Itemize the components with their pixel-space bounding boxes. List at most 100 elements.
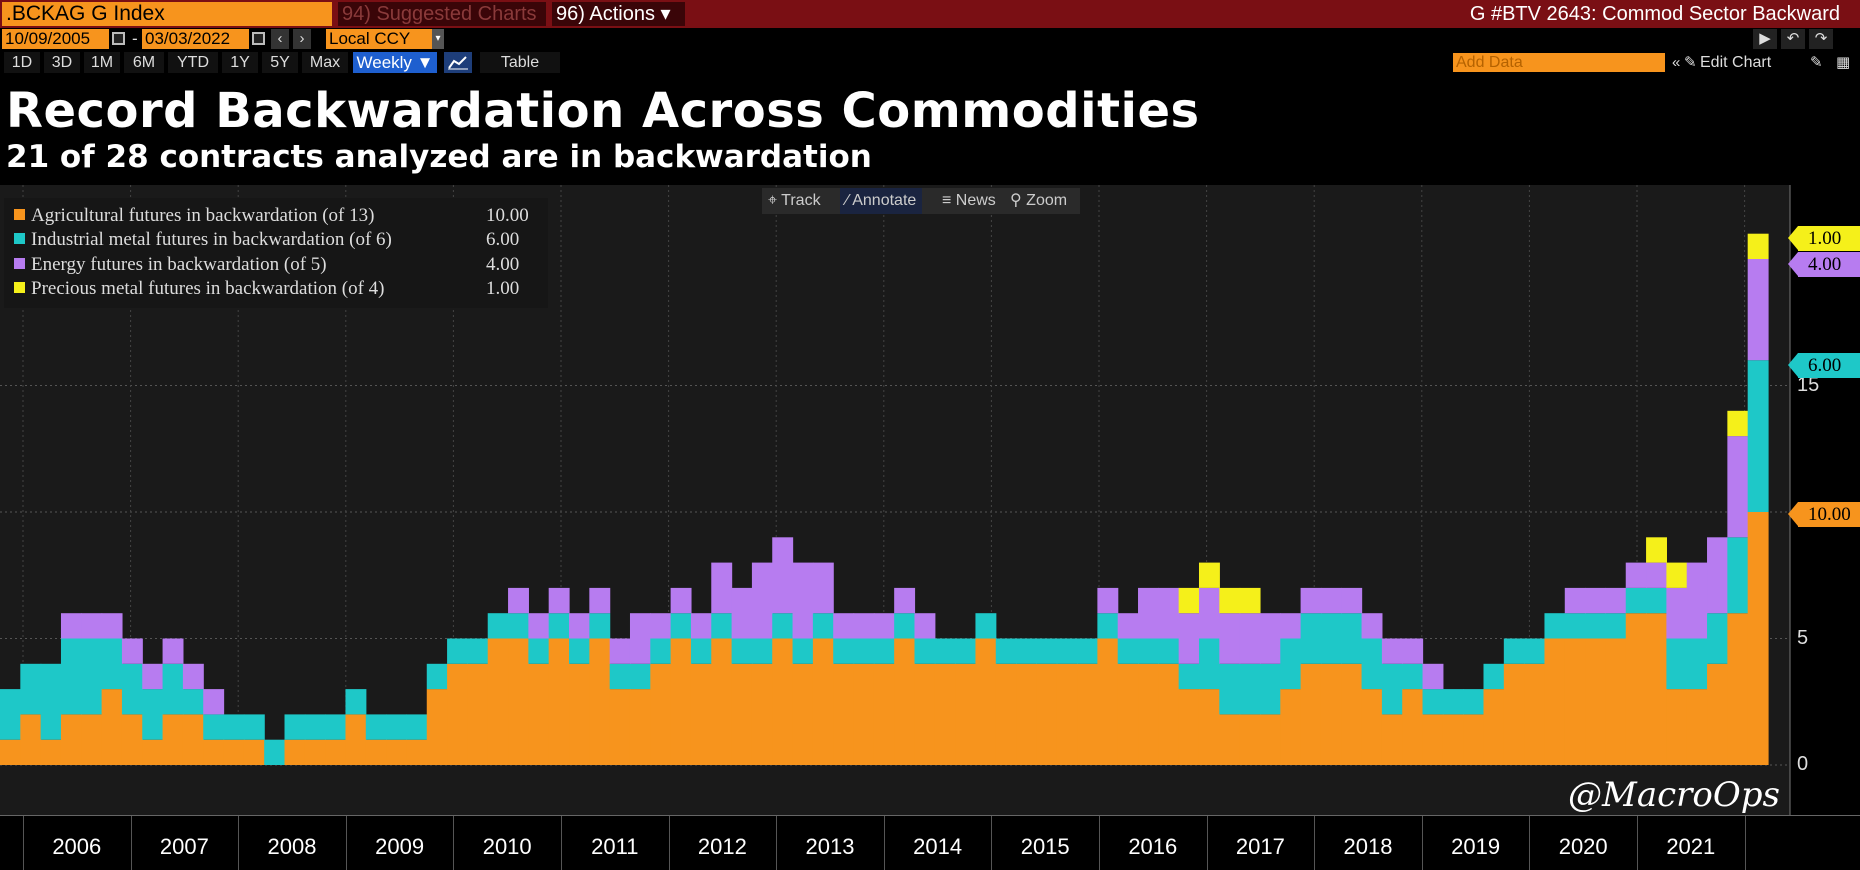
bar-industrial: [1016, 638, 1038, 664]
bar-agri: [1402, 689, 1424, 765]
bar-industrial: [833, 638, 855, 664]
bar-industrial: [589, 613, 611, 639]
edit-icon[interactable]: ✎: [1810, 54, 1823, 71]
bar-industrial: [1463, 689, 1485, 715]
undo-icon[interactable]: ↶: [1781, 29, 1805, 49]
chevron-left-icon[interactable]: ‹: [271, 29, 289, 49]
watermark: @MacroOps: [1568, 775, 1780, 815]
bar-agri: [1605, 638, 1627, 765]
bar-energy: [1198, 587, 1220, 639]
legend-item-precious: Precious metal futures in backwardation …: [14, 277, 385, 301]
bar-energy: [1117, 613, 1139, 639]
bar-energy: [1585, 587, 1607, 614]
range-6m-button[interactable]: 6M: [124, 52, 164, 73]
bar-agri: [812, 638, 834, 765]
start-date-input[interactable]: 10/09/2005: [2, 29, 109, 49]
bar-agri: [1280, 689, 1302, 765]
suggested-charts-button[interactable]: 94) Suggested Charts: [338, 2, 546, 26]
bar-agri: [894, 638, 916, 765]
collapse-icon[interactable]: «: [1672, 54, 1681, 71]
bar-industrial: [955, 638, 977, 664]
range-1y-button[interactable]: 1Y: [222, 52, 258, 73]
x-tick: [345, 816, 347, 870]
bar-agri: [325, 739, 347, 765]
x-tick: [1314, 816, 1316, 870]
currency-select[interactable]: Local CCY: [326, 29, 441, 49]
chevron-down-icon[interactable]: ▾: [432, 29, 444, 49]
bar-agri: [223, 739, 245, 765]
range-ytd-button[interactable]: YTD: [168, 52, 218, 73]
bar-industrial: [1422, 689, 1444, 715]
range-1d-button[interactable]: 1D: [4, 52, 40, 73]
bar-industrial: [508, 613, 529, 639]
calendar-icon[interactable]: [252, 32, 265, 45]
range-1m-button[interactable]: 1M: [84, 52, 120, 73]
play-icon[interactable]: ▶: [1753, 29, 1777, 49]
pencil-icon[interactable]: ✎: [1684, 54, 1697, 71]
bar-agri: [873, 663, 895, 765]
bar-energy: [203, 689, 225, 715]
bar-agri: [1056, 663, 1078, 765]
bar-energy: [569, 613, 590, 639]
bar-industrial: [426, 663, 448, 690]
bar-industrial: [1280, 638, 1302, 690]
bar-industrial: [751, 638, 773, 664]
bar-industrial: [1259, 663, 1281, 715]
bar-agri: [365, 739, 387, 765]
bar-energy: [101, 613, 123, 639]
line-chart-icon[interactable]: [444, 52, 472, 73]
bar-industrial: [1727, 537, 1749, 614]
bar-industrial: [1442, 689, 1464, 715]
news-tool[interactable]: ≡ News: [942, 192, 996, 209]
x-tick-label: 2007: [159, 834, 209, 859]
grid-icon[interactable]: ▦: [1836, 54, 1851, 71]
legend-value-energy: 4.00: [486, 254, 520, 275]
calendar-icon[interactable]: [112, 32, 125, 45]
bar-agri: [934, 663, 956, 765]
range-max-button[interactable]: Max: [302, 52, 348, 73]
actions-menu-button[interactable]: 96) Actions ▾: [552, 2, 685, 26]
bar-agri: [690, 663, 712, 765]
y-tick-label: 5: [1797, 627, 1809, 649]
bar-agri: [406, 739, 428, 765]
bar-industrial: [1564, 613, 1586, 639]
bar-industrial: [1117, 638, 1139, 664]
bar-series: [0, 233, 1769, 765]
bar-energy: [182, 663, 204, 690]
bar-agri: [731, 663, 753, 765]
bar-industrial: [467, 638, 489, 664]
bar-industrial: [670, 613, 692, 639]
frequency-select[interactable]: Weekly ▼: [353, 52, 437, 73]
bar-agri: [20, 714, 42, 765]
bar-agri: [1564, 638, 1586, 765]
add-data-input[interactable]: Add Data: [1453, 53, 1665, 72]
bar-energy: [670, 587, 692, 614]
end-date-input[interactable]: 03/03/2022: [142, 29, 249, 49]
redo-icon[interactable]: ↷: [1809, 29, 1833, 49]
annotate-tool[interactable]: ∕ Annotate: [840, 188, 923, 214]
bar-energy: [121, 638, 143, 664]
chevron-right-icon[interactable]: ›: [293, 29, 311, 49]
bar-agri: [60, 714, 82, 765]
legend-value-agri: 10.00: [486, 205, 529, 226]
range-3d-button[interactable]: 3D: [44, 52, 80, 73]
bar-agri: [548, 638, 570, 765]
bar-agri: [386, 739, 408, 765]
bar-agri: [569, 663, 590, 765]
bar-agri: [345, 714, 367, 765]
bar-agri: [1016, 663, 1038, 765]
bar-industrial: [365, 714, 387, 740]
track-tool[interactable]: ⌖ Track: [768, 192, 821, 209]
bar-energy: [1361, 613, 1383, 639]
bar-industrial: [162, 663, 184, 715]
zoom-tool[interactable]: ⚲ Zoom: [1010, 192, 1068, 209]
range-5y-button[interactable]: 5Y: [262, 52, 298, 73]
ticker-field[interactable]: .BCKAG G Index: [2, 2, 332, 26]
bar-industrial: [995, 638, 1017, 664]
bar-agri: [1483, 689, 1505, 765]
bar-agri: [1219, 714, 1241, 765]
edit-chart-button[interactable]: Edit Chart: [1700, 54, 1772, 71]
table-button[interactable]: Table: [480, 52, 560, 73]
bar-agri: [629, 689, 651, 765]
bar-energy: [812, 562, 834, 614]
